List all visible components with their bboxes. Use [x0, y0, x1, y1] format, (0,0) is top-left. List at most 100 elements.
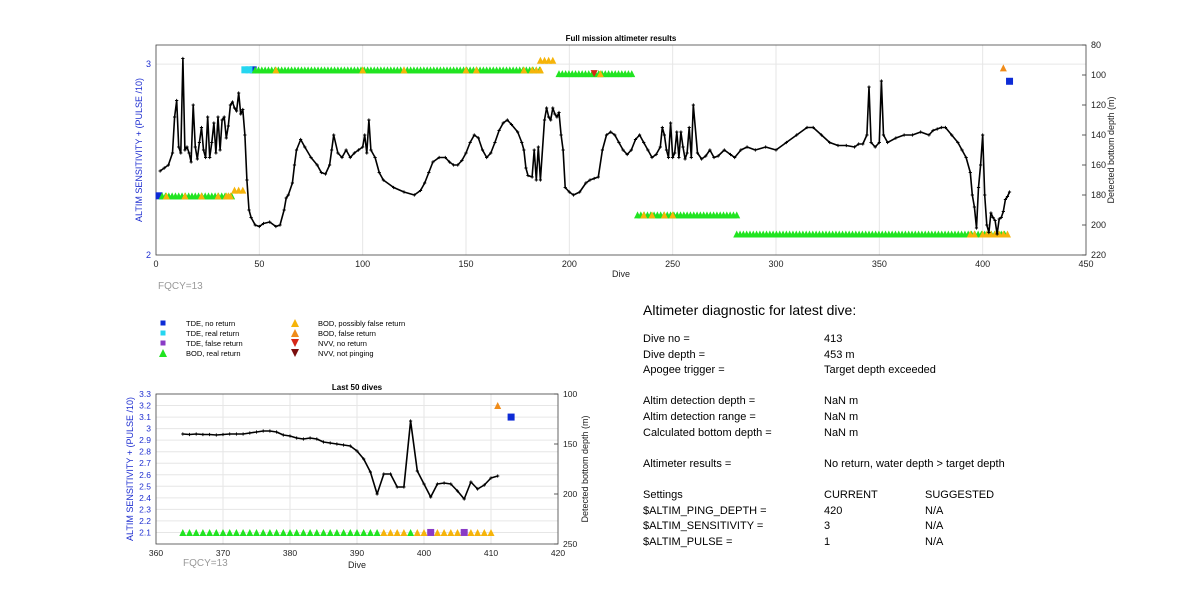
depth-point: [418, 188, 423, 193]
depth-point: [170, 151, 175, 155]
legend-label: NVV, no return: [318, 338, 367, 348]
depth-point: [427, 170, 431, 175]
y-left-tick-label: 3: [146, 59, 151, 69]
depth-point: [520, 140, 524, 145]
y-right-tick-label: 80: [1091, 40, 1101, 50]
depth-point: [745, 145, 749, 149]
depth-point: [501, 121, 505, 125]
setting-name: $ALTIM_PULSE =: [643, 535, 733, 548]
depth-point: [681, 145, 685, 149]
depth-point: [722, 148, 726, 152]
depth-point: [241, 432, 245, 436]
y-right-tick-label: 180: [1091, 190, 1106, 200]
depth-point: [214, 151, 218, 155]
marker-triangle: [326, 528, 334, 536]
depth-point: [551, 106, 555, 110]
marker-triangle: [999, 64, 1007, 72]
x-tick-label: 450: [1078, 259, 1093, 269]
depth-point: [733, 155, 737, 160]
diag-value: NaN m: [824, 426, 859, 439]
marker-triangle: [413, 528, 421, 536]
depth-point: [865, 133, 869, 137]
depth-point: [496, 474, 500, 478]
depth-point: [253, 223, 257, 227]
depth-point: [654, 152, 658, 157]
depth-point: [472, 133, 476, 137]
depth-point: [861, 142, 865, 146]
depth-point: [456, 163, 460, 167]
depth-point: [691, 103, 695, 107]
depth-point: [584, 181, 588, 185]
diagnostic-panel: Altimeter diagnostic for latest dive: Di…: [643, 302, 1123, 550]
depth-point: [308, 436, 312, 440]
depth-point: [315, 437, 319, 441]
depth-point: [728, 152, 733, 157]
depth-point: [811, 125, 815, 130]
y-left-tick-label: 2.4: [139, 493, 151, 503]
depth-point: [443, 155, 447, 160]
depth-point: [879, 79, 883, 83]
depth-point: [352, 151, 356, 155]
depth-point: [342, 443, 346, 447]
depth-point: [208, 432, 212, 437]
depth-point: [375, 492, 379, 496]
depth-point: [402, 485, 406, 489]
depth-point: [555, 115, 559, 119]
depth-point: [547, 115, 551, 119]
marker-triangle: [214, 192, 222, 200]
setting-suggested: N/A: [925, 504, 944, 517]
legend-item: NVV, no return: [290, 338, 367, 348]
marker-triangle: [480, 528, 488, 536]
y-left-axis-label: ALTIM SENSITIVITY + (PULSE /10): [125, 397, 135, 541]
y-right-tick-label: 200: [1091, 220, 1106, 230]
x-tick-label: 380: [283, 548, 297, 558]
y-left-axis-label: ALTIM SENSITIVITY + (PULSE /10): [134, 78, 144, 222]
marker-triangle: [366, 528, 374, 536]
marker-triangle: [340, 528, 348, 536]
depth-point: [869, 140, 873, 145]
depth-point: [201, 432, 205, 437]
y-left-tick-label: 2.8: [139, 447, 151, 457]
legend-label: TDE, false return: [186, 338, 243, 348]
depth-point: [187, 151, 191, 155]
marker-triangle: [186, 528, 193, 536]
depth-point: [960, 148, 964, 152]
depth-point: [204, 155, 208, 160]
depth-point: [348, 155, 352, 160]
depth-point: [844, 143, 848, 148]
marker-triangle: [733, 211, 741, 219]
depth-point: [294, 148, 299, 152]
current-header: CURRENT: [824, 488, 878, 501]
depth-point: [423, 181, 427, 185]
marker-triangle: [226, 192, 234, 200]
depth-point: [567, 190, 571, 194]
depth-point: [997, 217, 1001, 221]
marker-triangle: [474, 528, 482, 536]
depth-point: [542, 118, 547, 122]
depth-point: [894, 136, 898, 140]
diag-row-apogee: Apogee trigger = Target depth exceeded: [643, 363, 1123, 379]
depth-point: [571, 193, 576, 197]
marker-square: [460, 528, 468, 536]
depth-point: [274, 224, 278, 229]
depth-point: [666, 155, 671, 160]
depth-point: [179, 151, 183, 155]
diag-value: No return, water depth > target depth: [824, 457, 1005, 470]
marker-triangle: [359, 66, 367, 74]
depth-point: [275, 430, 279, 434]
depth-point: [222, 115, 226, 119]
depth-point: [774, 148, 778, 152]
depth-point: [344, 148, 348, 152]
depth-point: [646, 148, 650, 152]
depth-point: [993, 218, 997, 223]
marker-triangle: [313, 528, 321, 536]
depth-point: [675, 130, 679, 134]
depth-point: [596, 175, 600, 179]
depth-point: [689, 155, 693, 160]
depth-point: [373, 155, 377, 160]
depth-point: [369, 148, 373, 152]
depth-point: [382, 472, 386, 476]
legend-label: BOD, false return: [318, 328, 376, 338]
y-left-tick-label: 2.9: [139, 435, 151, 445]
depth-point: [985, 223, 989, 227]
